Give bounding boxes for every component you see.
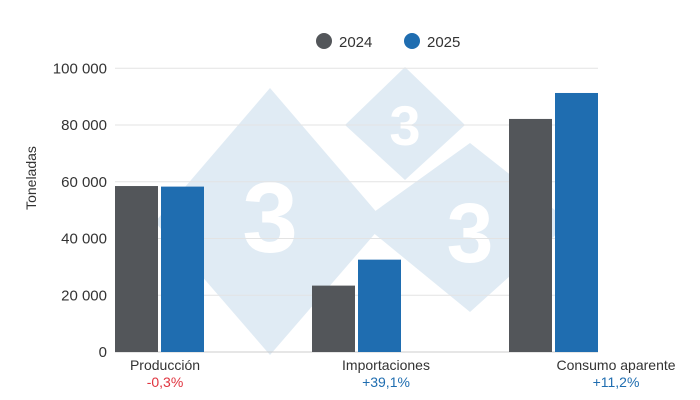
bar-2025 (555, 92, 598, 352)
x-tick-label: Consumo aparente (556, 357, 675, 373)
svg-text:3: 3 (242, 162, 298, 274)
x-tick-label: Producción (130, 357, 200, 373)
legend-label: 2025 (427, 34, 460, 51)
legend-marker (316, 33, 332, 49)
y-tick-label: 40 000 (61, 231, 107, 248)
bar-2024 (115, 186, 158, 352)
bar-2024 (509, 118, 552, 352)
change-label: -0,3% (147, 374, 184, 390)
y-tick-label: 20 000 (61, 287, 107, 304)
bar-2024 (312, 285, 355, 352)
y-tick-label: 100 000 (53, 60, 107, 77)
x-tick-label: Importaciones (342, 357, 430, 373)
y-axis-label: Toneladas (23, 146, 39, 210)
bar-2025 (161, 186, 204, 352)
y-tick-label: 60 000 (61, 174, 107, 191)
bar-2025 (358, 259, 401, 352)
y-tick-label: 0 (99, 344, 107, 361)
change-label: +11,2% (593, 374, 640, 390)
y-tick-label: 80 000 (61, 117, 107, 134)
legend-label: 2024 (339, 34, 372, 51)
svg-text:3: 3 (447, 186, 494, 280)
change-label: +39,1% (362, 374, 410, 390)
legend-marker (404, 33, 420, 49)
